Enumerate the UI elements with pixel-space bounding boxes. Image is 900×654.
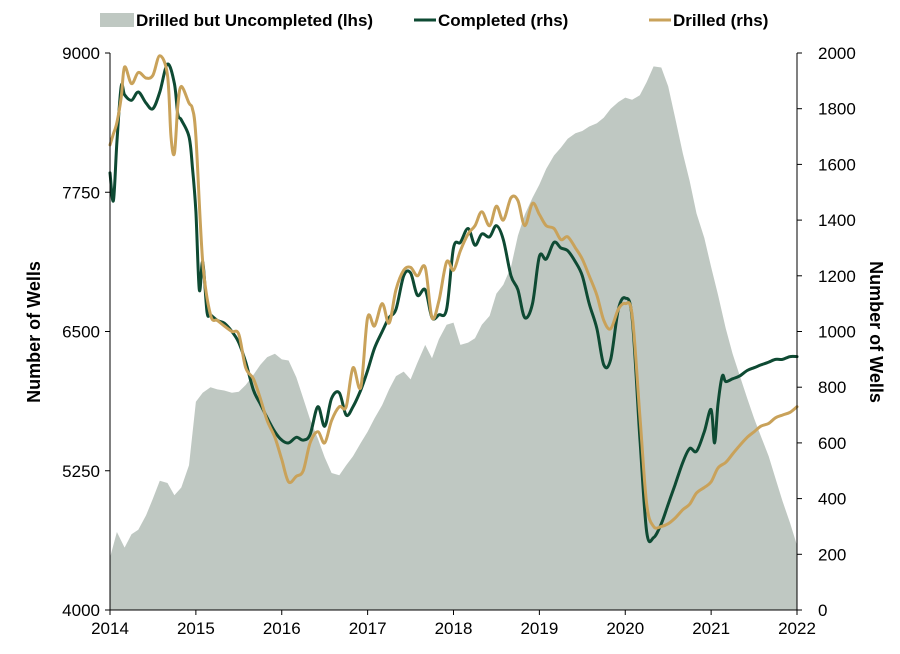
- legend: Drilled but Uncompleted (lhs) Completed (…: [100, 11, 768, 30]
- y-left-tick-label: 7750: [62, 183, 100, 202]
- legend-label-drilled-rhs: Drilled (rhs): [673, 11, 768, 30]
- x-tick-label: 2022: [778, 619, 816, 638]
- y-right-tick-label: 2000: [818, 44, 856, 63]
- y-right-tick-label: 200: [818, 545, 846, 564]
- x-tick-label: 2019: [520, 619, 558, 638]
- y-right-tick-label: 1600: [818, 155, 856, 174]
- x-tick-label: 2017: [349, 619, 387, 638]
- y-right-tick-label: 1800: [818, 100, 856, 119]
- x-tick-label: 2015: [177, 619, 215, 638]
- y-left-tick-label: 9000: [62, 44, 100, 63]
- series-line-completed-rhs: [108, 62, 799, 544]
- y-left-tick-label: 6500: [62, 323, 100, 342]
- y-right-tick-label: 0: [818, 601, 827, 620]
- y-right-tick-label: 800: [818, 378, 846, 397]
- y-axis-right-title: Number of Wells: [866, 261, 886, 403]
- legend-label-drilled-but-uncompleted-lhs: Drilled but Uncompleted (lhs): [136, 11, 373, 30]
- area-layer: [110, 66, 797, 610]
- y-right-tick-label: 1000: [818, 323, 856, 342]
- y-right-tick-label: 600: [818, 434, 846, 453]
- y-right-tick-label: 1200: [818, 267, 856, 286]
- x-tick-label: 2014: [91, 619, 129, 638]
- y-left-tick-label: 4000: [62, 601, 100, 620]
- y-left-tick-label: 5250: [62, 462, 100, 481]
- y-axis-left-title: Number of Wells: [24, 261, 44, 403]
- x-tick-label: 2016: [263, 619, 301, 638]
- line-layer: [108, 54, 799, 544]
- x-tick-label: 2020: [606, 619, 644, 638]
- legend-label-completed-rhs: Completed (rhs): [438, 11, 568, 30]
- legend-swatch-drilled-but-uncompleted-lhs: [100, 13, 134, 27]
- y-right-tick-label: 1400: [818, 211, 856, 230]
- x-tick-label: 2018: [435, 619, 473, 638]
- x-tick-label: 2021: [692, 619, 730, 638]
- series-area-drilled-but-uncompleted-lhs: [110, 66, 797, 610]
- tick-layer: 4000 5250 6500 7750 9000 0 200 400 600 800 1000 120…: [62, 44, 856, 638]
- series-line-drilled-rhs: [108, 54, 799, 530]
- y-right-tick-label: 400: [818, 490, 846, 509]
